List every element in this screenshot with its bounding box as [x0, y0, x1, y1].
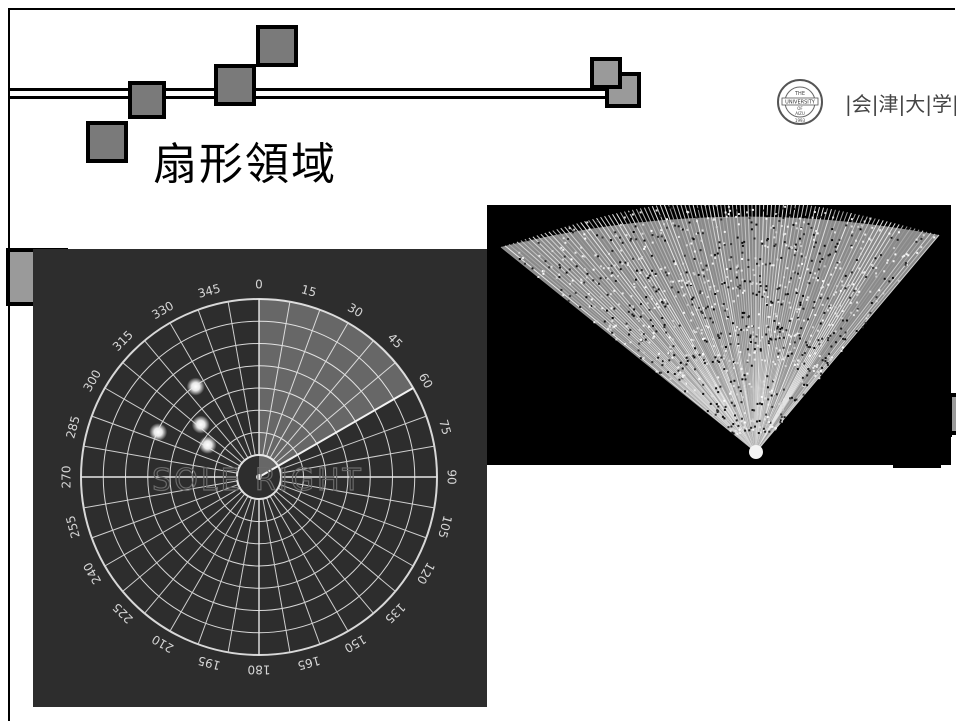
sector-scan-image [487, 199, 951, 465]
radar-angle-label: 15 [300, 282, 318, 299]
radar-angle-label: 255 [63, 514, 82, 540]
radar-angle-label: 135 [382, 600, 408, 626]
radar-angle-label: 180 [248, 663, 271, 677]
decor-square [128, 81, 166, 119]
decor-line-bottom [8, 96, 622, 99]
radar-angle-label: 120 [414, 560, 438, 587]
radar-angle-label: 60 [416, 371, 436, 391]
sector-scan-svg [500, 199, 940, 459]
edge-mark [948, 393, 952, 437]
radar-targets [149, 377, 217, 454]
radar-target-blip [198, 435, 217, 454]
decor-square [214, 64, 256, 106]
radar-angle-label: 300 [81, 367, 105, 394]
radar-angle-label: 75 [436, 418, 453, 436]
radar-target-blip [186, 377, 205, 396]
radar-angle-label: 210 [149, 632, 176, 656]
decor-square [590, 57, 622, 89]
radar-angle-label: 30 [345, 300, 365, 320]
decor-square [86, 121, 128, 163]
university-name: |会|津|大|学| [845, 92, 956, 116]
radar-angle-label: 240 [81, 560, 105, 587]
logo-seal-the: THE [794, 91, 805, 97]
sector-echo-noise [518, 200, 936, 435]
radar-angle-label: 330 [149, 299, 176, 323]
radar-target-blip [149, 423, 168, 442]
radar-angle-label: 165 [296, 653, 322, 672]
logo-seal-aizu: AIZU [795, 111, 805, 116]
radar-sweep [258, 299, 414, 478]
decor-square [256, 25, 298, 67]
logo-seal-of: OF [797, 106, 803, 111]
radar-watermark: SOLE RIGHT [152, 463, 364, 498]
sonar-origin-dot [749, 445, 763, 459]
radar-angle-label: 345 [196, 281, 222, 300]
decor-line-top [8, 88, 622, 91]
radar-angle-label: 285 [63, 414, 82, 440]
radar-angle-label: 315 [110, 328, 136, 354]
radar-angle-label: 90 [445, 469, 459, 484]
radar-target-blip [191, 415, 210, 434]
radar-angle-label: 105 [435, 514, 454, 540]
radar-angle-label: 225 [110, 600, 136, 626]
university-logo: THE UNIVERSITY OF AIZU 1993 [777, 79, 823, 125]
radar-angle-label: 150 [342, 632, 369, 656]
edge-mark [893, 462, 941, 468]
slide-title: 扇形領域 [153, 139, 337, 190]
radar-angle-label: 270 [60, 466, 74, 489]
radar-angle-label: 0 [255, 278, 263, 292]
radar-angle-label: 45 [385, 331, 406, 352]
logo-seal-year: 1993 [795, 118, 806, 123]
radar-angle-label: 195 [196, 653, 222, 672]
logo-seal-university: UNIVERSITY [785, 100, 816, 106]
slide-frame [8, 8, 955, 721]
radar-image: 0 15 30 45 60 75 90 105 120 135 150 165 180 195 210 225… [33, 249, 487, 707]
